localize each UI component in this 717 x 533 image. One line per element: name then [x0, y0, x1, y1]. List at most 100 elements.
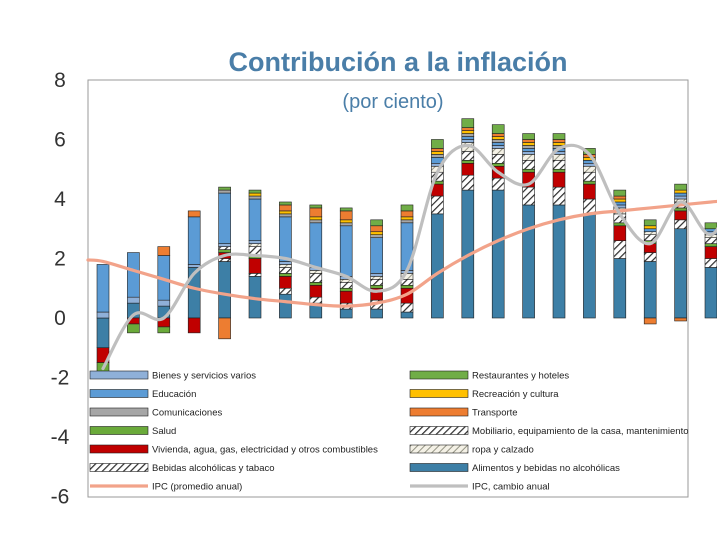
bar-segment-ropa-y-calzado	[370, 276, 383, 280]
legend-swatch-ropa-y-calzado	[409, 444, 469, 454]
bar-segment-recreacion-y-cultura	[309, 216, 323, 221]
bar-segment-restaurantes-y-hoteles	[370, 219, 383, 227]
legend-label-recreacion-y-cultura: Recreación y cultura	[472, 389, 559, 400]
bar-segment-vivienda-agua-gas-electricidad-y-otros-combustibles	[583, 183, 596, 200]
bar-segment-bebidas-alcoholicas-y-tabaco	[279, 287, 292, 295]
bar-segment-transporte	[370, 225, 383, 233]
bar-segment-salud	[704, 243, 717, 247]
bar-segment-educacion	[674, 192, 687, 197]
bar-segment-comunicaciones	[339, 222, 353, 227]
line-ipc-cambio-anual	[101, 143, 717, 371]
bar-segment-educacion	[187, 216, 201, 265]
bar-segment-salud	[157, 326, 171, 334]
bar-segment-vivienda-agua-gas-electricidad-y-otros-combustibles	[339, 290, 353, 304]
bar-segment-comunicaciones	[491, 139, 505, 143]
bar-segment-educacion	[218, 192, 231, 244]
bar-segment-mobiliario-equipamiento-de-la-casa-mantenimiento	[522, 160, 535, 170]
bar-segment-transporte	[491, 133, 505, 137]
bar-segment-mobiliario-equipamiento-de-la-casa-mantenimiento	[218, 246, 231, 250]
bar-segment-alimentos-y-bebidas-no-alcoholicas	[704, 267, 717, 319]
bar-segment-salud	[522, 168, 535, 173]
bar-segment-bebidas-alcoholicas-y-tabaco	[400, 302, 414, 313]
bar-segment-alimentos-y-bebidas-no-alcoholicas	[522, 204, 535, 319]
bar-segment-alimentos-y-bebidas-no-alcoholicas	[279, 293, 292, 319]
legend-label-ipc-cambio-anual: IPC, cambio anual	[472, 482, 550, 493]
bar-segment-restaurantes-y-hoteles	[522, 133, 535, 140]
bar-segment-ropa-y-calzado	[643, 231, 657, 236]
bar-segment-transporte	[552, 139, 566, 143]
bar-segment-recreacion-y-cultura	[643, 225, 657, 230]
bar-segment-transporte	[431, 148, 444, 152]
legend-label-vivienda-agua-gas-electricidad-y-otros-combustibles: Vivienda, agua, gas, electricidad y otro…	[152, 445, 378, 456]
bar-segment-bebidas-alcoholicas-y-tabaco	[552, 186, 566, 206]
bar-segment-bebidas-alcoholicas-y-tabaco	[522, 186, 535, 206]
bar-segment-alimentos-y-bebidas-no-alcoholicas	[491, 189, 505, 319]
legend-label-salud: Salud	[152, 426, 176, 437]
bar-segment-recreacion-y-cultura	[674, 189, 687, 194]
bar-segment-mobiliario-equipamiento-de-la-casa-mantenimiento	[370, 279, 383, 286]
legend-label-bebidas-alcoholicas-y-tabaco: Bebidas alcohólicas y tabaco	[152, 463, 275, 474]
bar-segment-recreacion-y-cultura	[461, 130, 475, 134]
bar-segment-mobiliario-equipamiento-de-la-casa-mantenimiento	[279, 267, 292, 274]
bar-segment-bienes-y-servicios-varios	[674, 195, 687, 200]
bar-segment-bienes-y-servicios-varios	[583, 163, 596, 167]
bar-segment-transporte	[522, 139, 535, 143]
bar-segment-transporte	[674, 317, 687, 322]
bar-segment-restaurantes-y-hoteles	[218, 186, 231, 191]
chart-subtitle: (por ciento)	[342, 91, 443, 113]
legend-swatch-educacion	[89, 389, 149, 398]
bar-segment-alimentos-y-bebidas-no-alcoholicas	[613, 258, 627, 319]
bar-segment-comunicaciones	[461, 133, 475, 137]
legend-swatch-bebidas-alcoholicas-y-tabaco	[89, 463, 149, 472]
bar-segment-transporte	[218, 317, 231, 340]
bar-segment-vivienda-agua-gas-electricidad-y-otros-combustibles	[461, 163, 475, 176]
bar-segment-transporte	[339, 210, 353, 221]
bar-segment-transporte	[613, 195, 627, 200]
bar-segment-bienes-y-servicios-varios	[157, 299, 171, 307]
bar-segment-alimentos-y-bebidas-no-alcoholicas	[96, 317, 110, 349]
bar-segment-ropa-y-calzado	[491, 148, 505, 155]
bar-segment-restaurantes-y-hoteles	[248, 189, 262, 194]
legend-swatch-comunicaciones	[89, 407, 149, 417]
bar-segment-transporte	[461, 127, 475, 131]
legend-swatch-mobiliario-equipamiento-de-la-casa-mantenimiento	[409, 426, 469, 435]
legend-label-comunicaciones: Comunicaciones	[152, 408, 222, 419]
bar-segment-salud	[309, 281, 323, 286]
bar-segment-restaurantes-y-hoteles	[461, 118, 475, 128]
bar-segment-educacion	[370, 237, 383, 274]
bar-segment-recreacion-y-cultura	[400, 216, 414, 221]
bar-segment-mobiliario-equipamiento-de-la-casa-mantenimiento	[491, 154, 505, 164]
bar-segment-bienes-y-servicios-varios	[522, 151, 535, 155]
bar-segment-bebidas-alcoholicas-y-tabaco	[491, 177, 505, 191]
bar-segment-bienes-y-servicios-varios	[248, 240, 262, 244]
bar-segment-vivienda-agua-gas-electricidad-y-otros-combustibles	[552, 171, 566, 188]
bar-segment-alimentos-y-bebidas-no-alcoholicas	[583, 213, 596, 319]
bar-segment-comunicaciones	[370, 234, 383, 238]
bar-segment-bebidas-alcoholicas-y-tabaco	[583, 198, 596, 215]
bar-segment-mobiliario-equipamiento-de-la-casa-mantenimiento	[704, 237, 717, 244]
legend-swatch-transporte	[409, 407, 469, 417]
y-tick-label: -2	[51, 367, 70, 390]
legend-label-educacion: Educación	[152, 389, 196, 400]
bar-segment-bienes-y-servicios-varios	[461, 139, 475, 143]
y-tick-label: 0	[54, 307, 66, 330]
bar-segment-ropa-y-calzado	[522, 154, 535, 161]
bar-segment-bebidas-alcoholicas-y-tabaco	[248, 273, 262, 277]
bar-segment-restaurantes-y-hoteles	[431, 139, 444, 149]
bar-segment-salud	[552, 168, 566, 173]
bar-segment-restaurantes-y-hoteles	[613, 189, 627, 197]
bar-segment-vivienda-agua-gas-electricidad-y-otros-combustibles	[309, 284, 323, 298]
bar-segment-restaurantes-y-hoteles	[339, 207, 353, 212]
bar-segment-alimentos-y-bebidas-no-alcoholicas	[643, 261, 657, 319]
legend-swatch-bienes-y-servicios-varios	[89, 370, 149, 380]
bar-segment-bebidas-alcoholicas-y-tabaco	[218, 258, 231, 262]
bar-segment-bienes-y-servicios-varios	[187, 264, 201, 268]
lines-group	[86, 143, 717, 371]
bar-segment-comunicaciones	[522, 145, 535, 149]
bar-segment-bebidas-alcoholicas-y-tabaco	[704, 258, 717, 268]
bar-segment-educacion	[461, 136, 475, 140]
bar-segment-restaurantes-y-hoteles	[552, 133, 566, 140]
bar-segment-bienes-y-servicios-varios	[370, 273, 383, 277]
bar-segment-comunicaciones	[218, 189, 231, 194]
bar-segment-bienes-y-servicios-varios	[96, 311, 110, 319]
